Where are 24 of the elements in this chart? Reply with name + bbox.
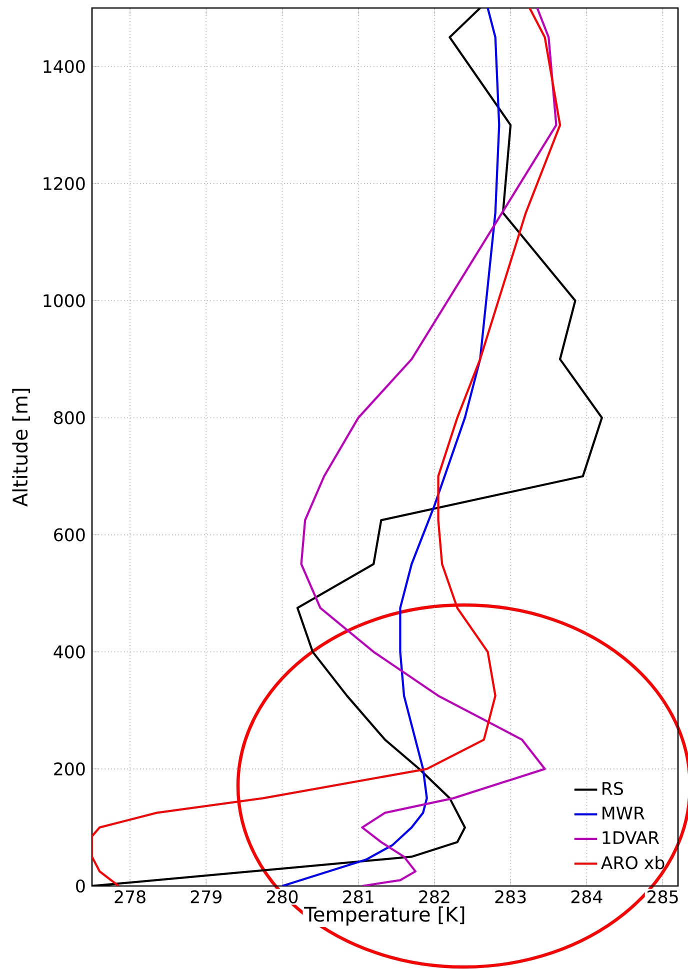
x-tick-label: 283 (495, 890, 526, 904)
legend-label: 1DVAR (602, 831, 660, 844)
y-tick-label: 1200 (44, 177, 85, 190)
x-tick-label: 279 (190, 890, 222, 904)
y-tick-label: 600 (54, 528, 85, 542)
y-tick-label: 200 (54, 762, 85, 776)
y-tick-label: 800 (54, 411, 85, 424)
x-tick-label: 280 (266, 890, 298, 904)
y-tick-label: 400 (54, 645, 85, 658)
line-series (281, 8, 500, 886)
y-tick-label: 1000 (44, 294, 85, 308)
x-axis-title: Temperature [K] (304, 906, 464, 926)
x-tick-label: 278 (114, 890, 146, 904)
legend-label: MWR (602, 806, 645, 820)
legend-label: RS (602, 782, 623, 796)
y-tick-label: 0 (76, 879, 85, 893)
line-series (300, 8, 558, 886)
y-axis-title: Altitude [m] (12, 388, 30, 507)
x-tick-label: 285 (648, 890, 678, 904)
legend-label: ARO xb (601, 856, 664, 870)
y-tick-label: 1400 (44, 60, 85, 74)
x-tick-label: 281 (343, 890, 374, 904)
x-tick-label: 282 (419, 890, 450, 904)
x-tick-label: 284 (571, 890, 602, 904)
